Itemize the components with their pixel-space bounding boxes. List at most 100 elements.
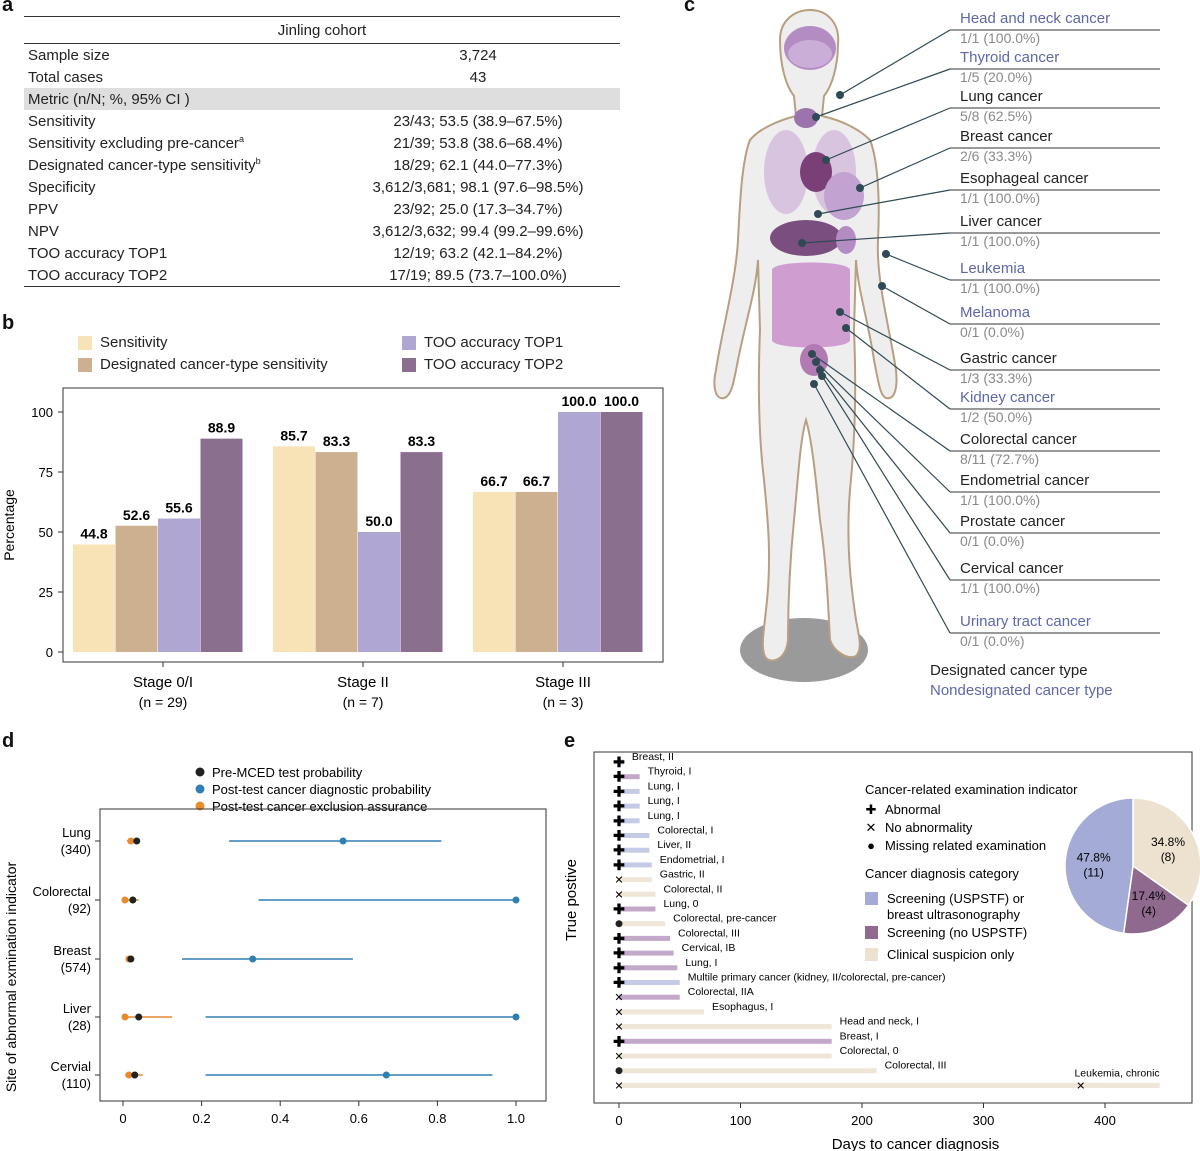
leader-line	[815, 68, 951, 118]
diag-point	[512, 896, 520, 904]
indicator-legend-label: Abnormal	[885, 802, 941, 817]
bar	[273, 446, 315, 652]
diag-point	[249, 955, 257, 963]
organ-dot	[856, 184, 864, 192]
x-tick-label: 0.6	[350, 1111, 368, 1126]
organ-dot	[798, 239, 806, 247]
organ-dot	[812, 113, 820, 121]
cancer-value: 2/6 (33.3%)	[960, 148, 1033, 164]
cancer-name: Prostate cancer	[960, 513, 1066, 530]
category-legend-label: Clinical suspicion only	[887, 947, 1015, 962]
cancer-value: 0/1 (0.0%)	[960, 533, 1025, 549]
leader-line	[819, 369, 951, 534]
x-tick-label: 400	[1094, 1113, 1116, 1128]
abnormal-marker: ✚	[613, 945, 625, 961]
bar-value-label: 44.8	[80, 525, 107, 541]
stomach	[824, 172, 864, 220]
legend-designated-type: Designated cancer type	[930, 662, 1088, 679]
lung-left	[764, 130, 808, 214]
leader-line	[821, 375, 951, 581]
cancer-value: 1/1 (100.0%)	[960, 580, 1041, 596]
indicator-legend-marker: ✚	[866, 802, 877, 817]
cancer-value: 0/1 (0.0%)	[960, 324, 1025, 340]
x-tick-label: Stage 0/I	[133, 674, 193, 691]
organ-dot	[882, 250, 890, 258]
cancer-value: 1/5 (20.0%)	[960, 69, 1033, 85]
x-tick-label: 0	[615, 1113, 622, 1128]
legend-marker	[195, 801, 205, 811]
case-label: Lung, I	[685, 957, 717, 969]
cancer-value: 1/1 (100.0%)	[960, 492, 1041, 508]
cancer-name: Breast cancer	[960, 128, 1053, 145]
case-label: Liver, II	[657, 839, 691, 851]
pre-point	[127, 955, 135, 963]
case-label: Colorectal, III	[885, 1060, 947, 1072]
case-bar	[619, 803, 640, 809]
organ-dot	[842, 324, 850, 332]
excl-point	[125, 1071, 133, 1079]
legend-swatch	[78, 335, 92, 350]
cancer-value: 1/1 (100.0%)	[960, 30, 1041, 46]
case-label: Lung, 0	[663, 898, 698, 910]
case-bar	[619, 1038, 832, 1044]
case-label: Gastric, II	[660, 869, 705, 881]
case-label: Colorectal, III	[678, 927, 740, 939]
thyroid	[794, 108, 818, 128]
no-abnormality-marker: ✕	[614, 889, 623, 901]
diag-point	[512, 1013, 520, 1021]
leader-line	[813, 383, 951, 634]
cancer-value: 1/1 (100.0%)	[960, 190, 1041, 206]
missing-marker	[615, 1067, 623, 1075]
legend-marker	[195, 767, 205, 777]
panel-letter-d: d	[2, 730, 15, 752]
leader-line	[815, 361, 951, 493]
legend-label: TOO accuracy TOP2	[424, 356, 564, 373]
bar	[158, 518, 200, 652]
case-label: Thyroid, I	[648, 766, 692, 778]
organ-dot	[836, 91, 844, 99]
organ-dot	[878, 282, 886, 290]
site-count: (92)	[68, 901, 91, 916]
leader-lines	[798, 29, 1160, 634]
site-name: Lung	[62, 825, 91, 840]
organs	[764, 26, 864, 376]
no-abnormality-marker: ✕	[614, 1007, 623, 1019]
excl-point	[127, 837, 135, 845]
abnormal-marker: ✚	[613, 901, 625, 917]
pre-point	[133, 837, 141, 845]
case-label: Head and neck, I	[840, 1016, 919, 1028]
indicator-legend-label: No abnormality	[885, 820, 973, 835]
legend-marker	[195, 784, 205, 794]
legend-label: TOO accuracy TOP1	[424, 334, 564, 351]
y-tick-label: 100	[31, 405, 53, 420]
legend-swatch	[78, 357, 92, 372]
category-legend-swatch	[865, 892, 878, 905]
site-count: (340)	[61, 842, 91, 857]
abnormal-marker: ✚	[613, 1033, 625, 1049]
legend-swatch	[402, 335, 416, 350]
cancer-value: 8/11 (72.7%)	[960, 451, 1040, 467]
abnormal-marker: ✚	[613, 769, 625, 785]
days-chart: 0 100 200 300 400 Days to cancer diagnosis Tru…	[563, 751, 1200, 1151]
cancer-value: 5/8 (62.5%)	[960, 108, 1033, 124]
metric-label: PPV	[28, 200, 59, 218]
pie-count-label: (8)	[1161, 850, 1176, 864]
case-bar	[619, 788, 640, 794]
y-tick-label: 25	[39, 585, 53, 600]
cancer-value: 1/2 (50.0%)	[960, 409, 1033, 425]
organ-dot	[810, 380, 818, 388]
bar-value-label: 66.7	[480, 473, 507, 489]
footnote-marker: a	[238, 134, 244, 144]
category-legend-label: Screening (USPSTF) or	[887, 891, 1025, 906]
no-abnormality-marker: ✕	[614, 1022, 623, 1034]
legend-top2: TOO accuracy TOP2	[402, 356, 563, 373]
x-tick-n-label: (n = 3)	[543, 694, 584, 710]
cancer-name: Colorectal cancer	[960, 431, 1077, 448]
excl-point	[121, 896, 129, 904]
metric-label: Designated cancer-type sensitivityb	[28, 156, 261, 174]
legend-label: Sensitivity	[100, 334, 168, 351]
bar-value-label: 100.0	[561, 393, 596, 409]
bar-value-label: 83.3	[323, 433, 350, 449]
case-bar	[619, 1053, 832, 1059]
case-bar	[619, 994, 680, 1000]
